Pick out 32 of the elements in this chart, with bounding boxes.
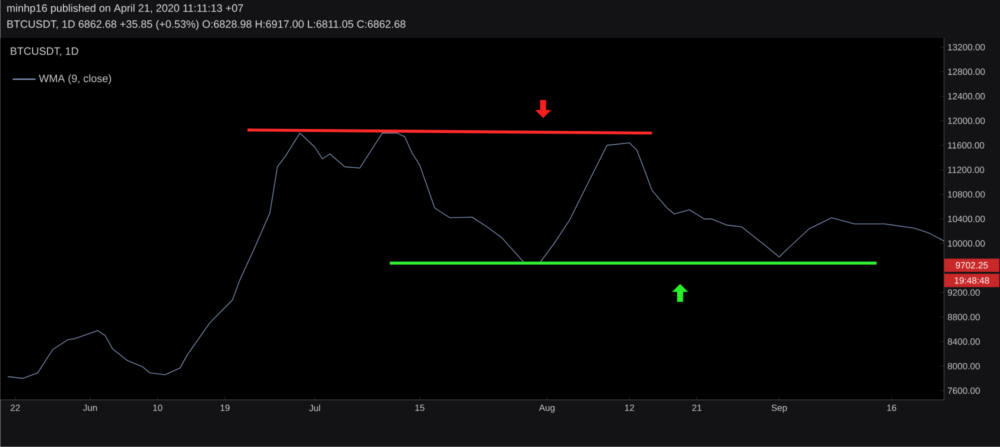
y-tick-label: 8000.00 bbox=[948, 363, 980, 370]
y-tick-label: 12400.00 bbox=[948, 93, 985, 100]
line-series bbox=[7, 132, 944, 379]
text: BTCUSDT, 1D bbox=[10, 47, 78, 56]
x-tick-label: 15 bbox=[415, 404, 424, 411]
y-tick-label: 12800.00 bbox=[948, 68, 985, 75]
x-tick-label: 12 bbox=[625, 404, 634, 411]
x-tick-label: Aug bbox=[539, 404, 555, 413]
y-tick-label: 12000.00 bbox=[948, 118, 985, 124]
text: BTCUSDT, 1D 6862.68 +35.85 (+0.53%) O:6828.98 H:6917.00 L:6811.05 C:6862.68 bbox=[7, 20, 406, 30]
x-tick-label: 22 bbox=[10, 404, 20, 411]
y-tick-label: 13200.00 bbox=[948, 44, 985, 50]
y-tick-label: 10400.00 bbox=[948, 216, 985, 222]
y-tick-label: 10800.00 bbox=[948, 191, 985, 198]
x-tick-label: Sep bbox=[772, 404, 787, 413]
y-tick-label: 7600.00 bbox=[948, 388, 980, 394]
text: 19:48:48 bbox=[954, 277, 990, 284]
y-tick-label: 11200.00 bbox=[948, 166, 984, 174]
y-tick-label: 11600.00 bbox=[948, 142, 984, 149]
y-tick-label: 10000.00 bbox=[948, 240, 985, 247]
text: 9702.25 bbox=[956, 262, 988, 269]
x-tick-label: 19 bbox=[220, 404, 230, 412]
y-tick-label: 9200.00 bbox=[948, 289, 980, 296]
y-tick-label: 8400.00 bbox=[948, 338, 980, 345]
x-tick-label: 10 bbox=[153, 404, 162, 412]
x-tick-label: Jun bbox=[82, 404, 97, 411]
x-tick-label: 21 bbox=[692, 404, 702, 411]
x-tick-label: 16 bbox=[887, 404, 896, 412]
y-tick-label: 8800.00 bbox=[948, 314, 980, 320]
x-tick-label: Jul bbox=[309, 404, 320, 412]
legend-label: WMA (9, close) bbox=[38, 74, 112, 84]
text: minhp16 published on April 21, 2020 11:11:13 +07 bbox=[7, 4, 244, 14]
